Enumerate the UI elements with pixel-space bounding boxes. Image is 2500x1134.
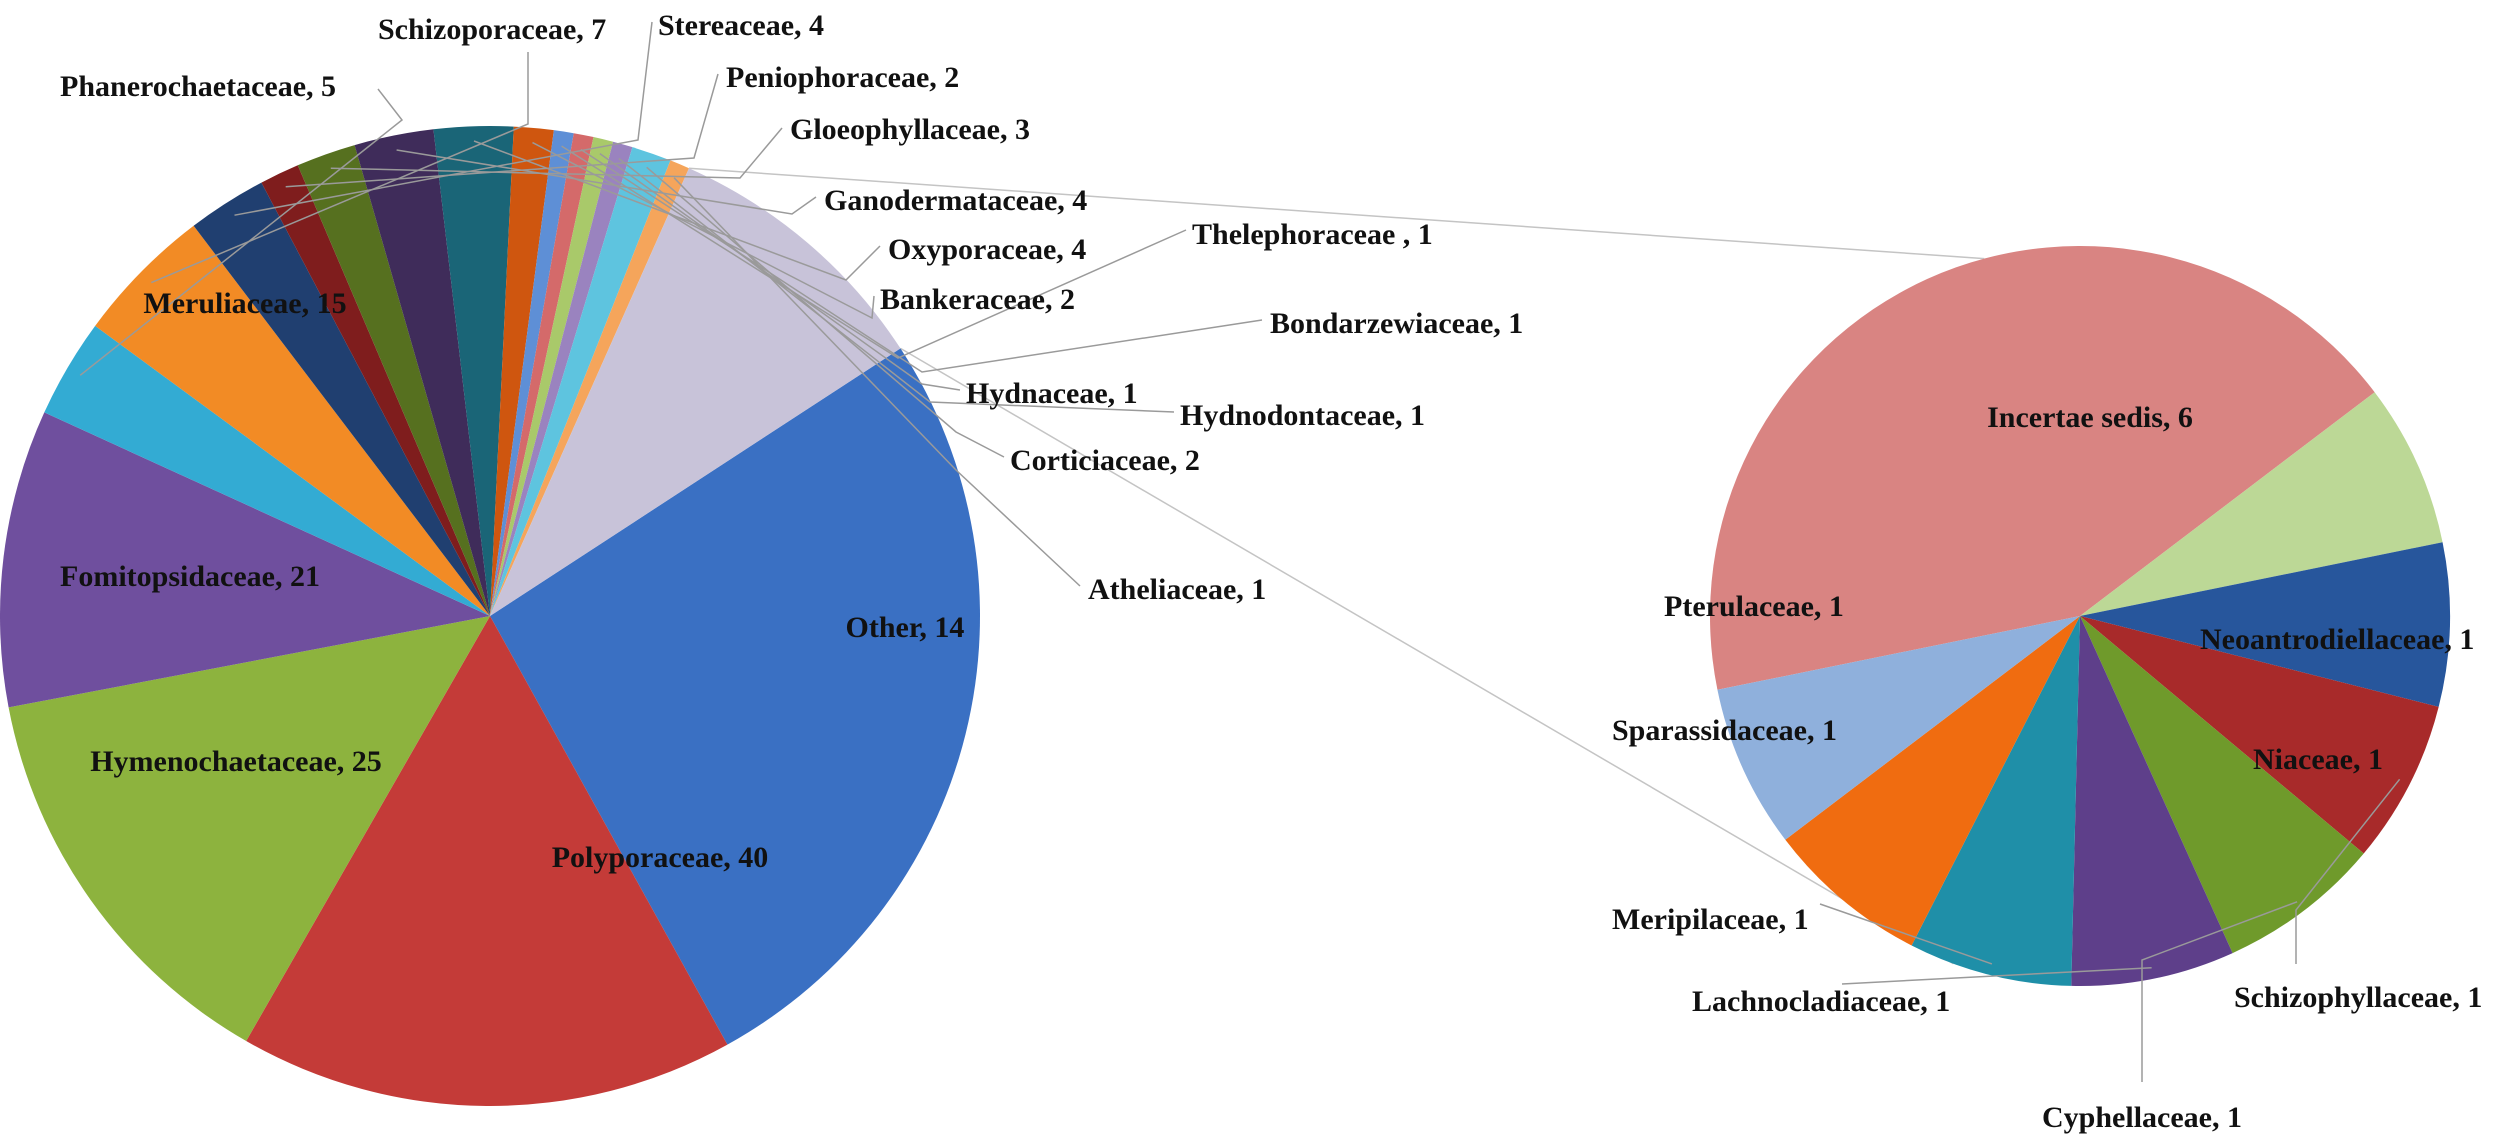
- connector-line-top: [688, 167, 1985, 260]
- secondary-leader-lachnocladiaceae: [1841, 966, 2152, 985]
- main-label-corticiaceae: Corticiaceae, 2: [1010, 444, 1200, 477]
- main-slice-polyporaceae: [490, 348, 980, 1045]
- main-label-other: Other, 14: [846, 611, 965, 644]
- secondary-pie: [1710, 245, 2450, 987]
- main-leader-thelephoraceae: [561, 145, 1187, 359]
- secondary-label-pterulaceae: Pterulaceae, 1: [1664, 590, 1844, 623]
- main-leader-phanerochaetaceae: [79, 88, 404, 376]
- main-pie: [0, 126, 980, 1106]
- main-leader-bankeraceae: [532, 141, 875, 320]
- pie-connector-lines: [688, 167, 1985, 965]
- main-slice-bankeraceae: [490, 126, 554, 616]
- secondary-slice-pterulaceae: [1717, 616, 2080, 840]
- main-slice-schizoporaceae: [95, 225, 491, 617]
- main-slice-hydnodontaceae: [490, 141, 633, 616]
- main-slice-meruliaceae: [0, 412, 490, 708]
- main-label-gloeophyllaceae: Gloeophyllaceae, 3: [790, 113, 1030, 146]
- secondary-slice-schizophyllaceae: [2080, 616, 2439, 854]
- main-label-thelephoraceae: Thelephoraceae , 1: [1192, 218, 1433, 251]
- main-label-ganodermataceae: Ganodermataceae, 4: [824, 184, 1087, 217]
- main-label-hymenochaetaceae: Hymenochaetaceae, 25: [90, 745, 382, 778]
- main-leader-schizoporaceae: [151, 52, 529, 284]
- main-label-bankeraceae: Bankeraceae, 2: [880, 283, 1075, 316]
- main-slice-thelephoraceae: [490, 130, 574, 616]
- main-label-hydnodontaceae: Hydnodontaceae, 1: [1180, 399, 1425, 432]
- connector-line-bottom: [900, 347, 1954, 965]
- secondary-slice-neoantrodiellaceae: [2080, 392, 2443, 616]
- main-slice-fomitopsidaceae: [8, 616, 491, 1042]
- main-label-peniophoraceae: Peniophoraceae, 2: [726, 61, 959, 94]
- main-leader-gloeophyllaceae: [330, 127, 783, 179]
- main-leader-ganodermataceae: [396, 149, 817, 215]
- secondary-label-cyphellaceae: Cyphellaceae, 1: [2042, 1101, 2242, 1134]
- secondary-label-lachnocladiaceae: Lachnocladiaceae, 1: [1692, 985, 1950, 1018]
- main-leader-stereaceae: [234, 21, 653, 216]
- main-slice-peniophoraceae: [261, 165, 490, 617]
- main-label-fomitopsidaceae: Fomitopsidaceae, 21: [60, 560, 320, 593]
- secondary-slice-sparassidaceae: [1785, 616, 2080, 946]
- main-label-meruliaceae: Meruliaceae, 15: [143, 287, 346, 320]
- secondary-slice-cyphellaceae: [2080, 616, 2364, 954]
- main-label-phanerochaetaceae: Phanerochaetaceae, 5: [60, 70, 336, 103]
- main-slice-hydnaceae: [490, 137, 614, 616]
- secondary-slice-incertae-sedis: [1710, 245, 2375, 690]
- main-label-stereaceae: Stereaceae, 4: [658, 9, 824, 42]
- secondary-label-meripilaceae: Meripilaceae, 1: [1612, 903, 1809, 936]
- main-slice-stereaceae: [193, 182, 490, 616]
- secondary-label-incertae-sedis: Incertae sedis, 6: [1987, 401, 2193, 434]
- main-label-oxyporaceae: Oxyporaceae, 4: [888, 233, 1086, 266]
- secondary-leader-meripilaceae: [1819, 903, 1993, 965]
- secondary-label-niaceae: Niaceae, 1: [2253, 743, 2383, 776]
- main-leader-atheliaceae: [673, 177, 1081, 587]
- secondary-leader-schizophyllaceae: [2295, 778, 2401, 964]
- secondary-label-neoantrodiellaceae: Neoantrodiellaceae, 1: [2200, 623, 2474, 656]
- main-label-bondarzewiaceae: Bondarzewiaceae, 1: [1270, 307, 1523, 340]
- main-leader-bondarzewiaceae: [580, 148, 1263, 373]
- main-slice-atheliaceae: [490, 160, 689, 616]
- main-slice-bondarzewiaceae: [490, 133, 594, 616]
- main-slice-gloeophyllaceae: [297, 145, 490, 616]
- secondary-label-schizophyllaceae: Schizophyllaceae, 1: [2234, 981, 2482, 1014]
- main-slice-phanerochaetaceae: [44, 325, 490, 616]
- main-slice-ganodermataceae: [354, 129, 490, 616]
- main-label-schizoporaceae: Schizoporaceae, 7: [378, 13, 606, 46]
- secondary-label-sparassidaceae: Sparassidaceae, 1: [1612, 714, 1837, 747]
- secondary-slice-lachnocladiaceae: [2071, 616, 2233, 987]
- main-label-hydnaceae: Hydnaceae, 1: [966, 377, 1138, 410]
- main-leader-hydnaceae: [599, 152, 961, 391]
- main-slice-corticiaceae: [490, 147, 671, 616]
- secondary-slice-niaceae: [2080, 542, 2450, 707]
- main-leader-hydnodontaceae: [618, 157, 1175, 413]
- secondary-slice-meripilaceae: [1911, 616, 2080, 986]
- main-slice-hymenochaetaceae: [246, 616, 728, 1106]
- label-leader-lines: [79, 21, 2401, 1082]
- slice-labels: Polyporaceae, 40 Hymenochaetaceae, 25 Fomi…: [60, 9, 2482, 1134]
- main-slice-oxyporaceae: [433, 126, 514, 616]
- main-label-polyporaceae: Polyporaceae, 40: [552, 841, 769, 874]
- main-leader-oxyporaceae: [473, 140, 881, 281]
- secondary-leader-cyphellaceae: [2141, 901, 2298, 1082]
- main-label-atheliaceae: Atheliaceae, 1: [1088, 573, 1266, 606]
- main-leader-peniophoraceae: [285, 73, 719, 188]
